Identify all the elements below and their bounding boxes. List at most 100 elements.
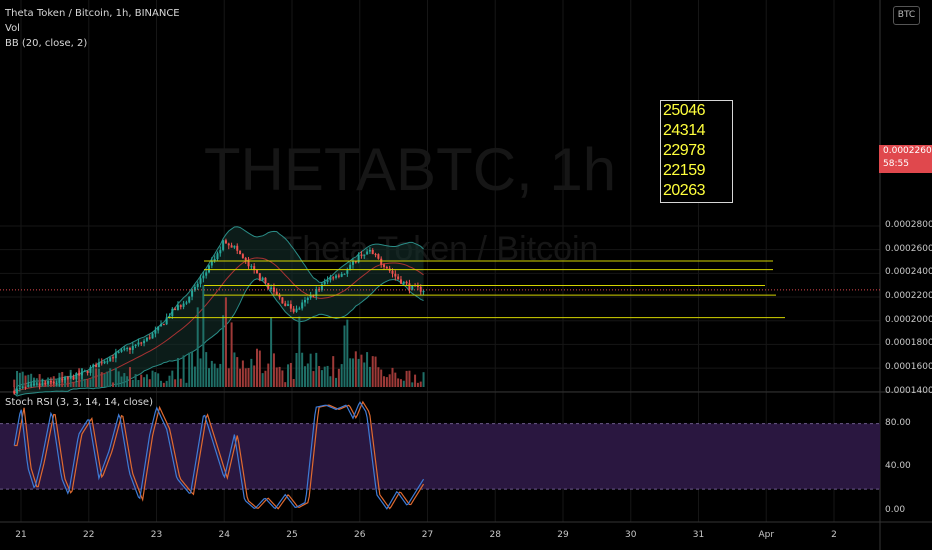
candle-body	[185, 302, 188, 304]
volume-bar	[346, 319, 349, 387]
candle-body	[16, 388, 19, 394]
volume-bar	[253, 365, 256, 387]
volume-bar	[106, 371, 109, 387]
volume-bar	[224, 297, 227, 387]
candle-body	[385, 266, 388, 269]
watermark-name: Theta Token / Bitcoin	[282, 230, 599, 268]
candle-body	[126, 348, 129, 350]
candle-body	[239, 250, 242, 255]
candle-body	[171, 308, 174, 317]
candle-body	[247, 260, 250, 267]
candle-body	[27, 385, 30, 387]
level-value: 25046	[663, 102, 706, 119]
volume-bar	[27, 374, 30, 387]
volume-bar	[397, 378, 400, 387]
candle-body	[329, 277, 332, 281]
candle-body	[219, 250, 222, 254]
candle-body	[371, 249, 374, 255]
volume-bar	[281, 370, 284, 387]
candle-body	[253, 266, 256, 270]
volume-bar	[320, 370, 323, 387]
bb-indicator-label[interactable]: BB (20, close, 2)	[5, 38, 88, 49]
volume-bar	[151, 370, 154, 387]
candle-body	[75, 373, 78, 380]
candle-body	[24, 386, 27, 388]
candle-body	[176, 305, 179, 310]
candle-body	[258, 273, 261, 281]
candle-body	[100, 362, 103, 364]
volume-bar	[309, 353, 312, 387]
volume-bar	[340, 364, 343, 387]
time-tick-label: 2	[831, 530, 837, 540]
volume-bar	[92, 368, 95, 387]
candle-body	[337, 275, 340, 277]
time-tick-label: 31	[692, 530, 705, 540]
volume-bar	[405, 370, 408, 387]
candle-body	[411, 285, 414, 290]
candle-body	[340, 273, 343, 277]
currency-badge[interactable]: BTC	[893, 6, 920, 25]
volume-bar	[414, 374, 417, 387]
candle-body	[196, 283, 199, 287]
candle-body	[210, 260, 213, 266]
volume-bar	[343, 325, 346, 387]
time-tick-label: 28	[489, 530, 501, 540]
candle-body	[318, 289, 321, 291]
candle-body	[224, 240, 227, 244]
volume-bar	[241, 360, 244, 387]
candle-body	[154, 330, 157, 334]
vol-indicator-label[interactable]: Vol	[5, 23, 20, 34]
candle-body	[366, 251, 369, 255]
bar-countdown: 58:55	[883, 159, 909, 169]
volume-bar	[244, 368, 247, 387]
candle-body	[275, 291, 278, 295]
candle-body	[306, 297, 309, 301]
candle-body	[191, 290, 194, 297]
volume-bar	[318, 366, 321, 387]
candle-body	[92, 364, 95, 368]
candle-body	[199, 278, 202, 284]
volume-bar	[292, 379, 295, 387]
levels-annotation-box[interactable]: 25046 24314 22978 22159 20263	[660, 100, 733, 203]
candle-body	[216, 253, 219, 260]
volume-bar	[222, 315, 225, 387]
volume-bar	[383, 376, 386, 387]
volume-bar	[210, 360, 213, 387]
volume-bar	[213, 363, 216, 387]
candle-body	[332, 277, 335, 279]
volume-bar	[38, 374, 41, 387]
candle-body	[80, 371, 83, 376]
stoch-rsi-label[interactable]: Stoch RSI (3, 3, 14, 14, close)	[5, 397, 153, 408]
volume-bar	[24, 375, 27, 387]
candle-body	[168, 316, 171, 318]
volume-bar	[227, 368, 230, 387]
candle-body	[103, 361, 106, 364]
candle-body	[114, 352, 117, 359]
candle-body	[264, 277, 267, 284]
volume-bar	[16, 370, 19, 387]
time-tick-label: 22	[83, 530, 95, 540]
candle-body	[261, 277, 264, 281]
volume-bar	[126, 376, 129, 387]
volume-bar	[95, 368, 98, 387]
volume-bar	[289, 362, 292, 387]
candle-body	[416, 285, 419, 287]
candle-body	[117, 351, 120, 353]
candle-body	[32, 383, 35, 385]
volume-bar	[264, 370, 267, 387]
symbol-title: Theta Token / Bitcoin, 1h, BINANCE	[5, 8, 180, 19]
candle-body	[41, 383, 44, 386]
candle-body	[64, 377, 67, 381]
volume-bar	[202, 285, 205, 387]
candle-body	[278, 294, 281, 298]
candle-body	[44, 383, 47, 385]
volume-bar	[385, 377, 388, 387]
volume-bar	[18, 372, 21, 387]
candle-body	[230, 245, 233, 248]
volume-bar	[399, 379, 402, 387]
watermark-ticker: THETABTC, 1h	[204, 136, 616, 203]
candle-body	[112, 357, 115, 359]
